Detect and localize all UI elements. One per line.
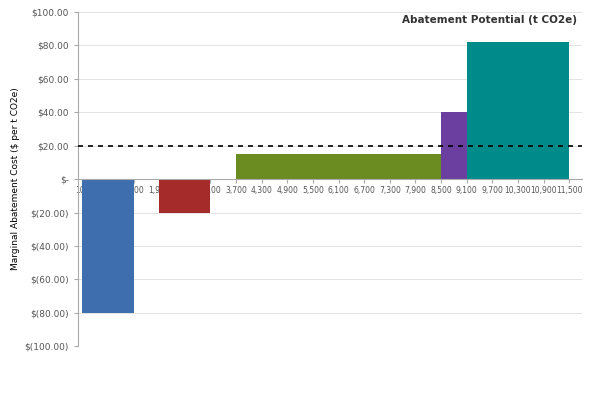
Bar [236,154,441,179]
Text: Abatement Potential (t CO2e): Abatement Potential (t CO2e) [402,15,577,25]
Y-axis label: Marginal Abatement Cost ($ per t CO2e): Marginal Abatement Cost ($ per t CO2e) [11,88,20,271]
Bar [159,179,211,213]
Bar [441,112,467,179]
Bar [467,42,569,179]
Bar [82,179,134,313]
